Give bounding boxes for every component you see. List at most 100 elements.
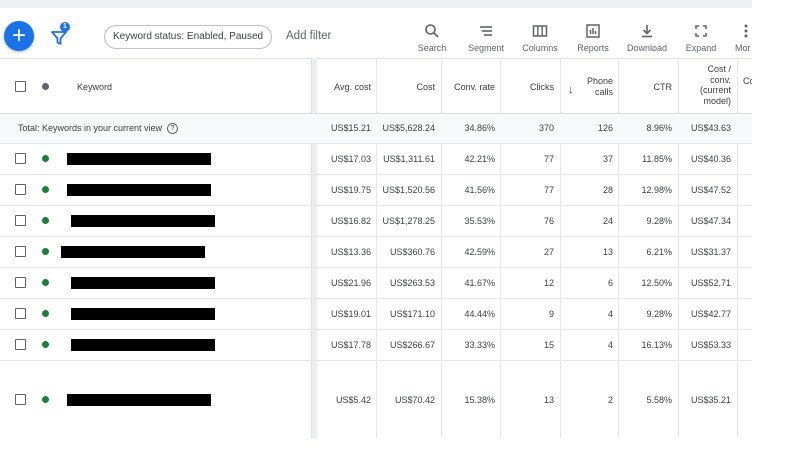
frozen-column-divider[interactable]	[311, 58, 317, 438]
keyword-status-filter-chip[interactable]: Keyword status: Enabled, Paused	[104, 25, 273, 49]
cost-conv-header-line1: Cost /	[707, 64, 731, 74]
table-row[interactable]: US$19.75 US$1,520.56 41.56% 77 28 12.98%…	[0, 175, 752, 206]
reports-icon	[586, 24, 600, 38]
ctr-cell: 9.28%	[646, 309, 672, 319]
phone-calls-cell: 4	[607, 309, 613, 319]
redacted-keyword	[67, 153, 211, 165]
expand-button[interactable]: Expand	[676, 22, 726, 53]
enabled-status-icon[interactable]	[42, 396, 49, 403]
total-conv-rate: 34.86%	[464, 123, 495, 133]
truncated-column-header[interactable]: Co	[743, 76, 752, 86]
phone-calls-column-header[interactable]: Phone calls	[580, 76, 613, 98]
row-checkbox[interactable]	[15, 339, 26, 350]
row-checkbox[interactable]	[15, 215, 26, 226]
redacted-keyword	[61, 246, 205, 258]
table-row[interactable]: US$19.01 US$171.10 44.44% 9 4 9.28% US$4…	[0, 299, 752, 330]
cost-cell: US$263.53	[389, 278, 435, 288]
ctr-cell: 11.85%	[642, 154, 672, 164]
table-row[interactable]: US$21.96 US$263.53 41.67% 12 6 12.50% US…	[0, 268, 752, 299]
conv-rate-cell: 42.59%	[464, 247, 495, 257]
row-checkbox[interactable]	[15, 394, 26, 405]
ctr-cell: 12.98%	[641, 185, 672, 195]
columns-button[interactable]: Columns	[515, 22, 565, 53]
phone-calls-cell: 13	[602, 247, 613, 257]
conv-rate-column-header[interactable]: Conv. rate	[454, 82, 495, 92]
download-label: Download	[626, 43, 668, 53]
total-ctr: 8.96%	[646, 123, 672, 133]
table-row[interactable]: US$13.36 US$360.76 42.59% 27 13 6.21% US…	[0, 237, 752, 268]
cost-per-conv-column-header[interactable]: Cost / conv. (current model)	[680, 64, 731, 106]
reports-button[interactable]: Reports	[568, 22, 618, 53]
enabled-status-icon[interactable]	[42, 341, 49, 348]
column-divider	[618, 58, 619, 438]
enabled-status-icon[interactable]	[42, 217, 49, 224]
ctr-cell: 6.21%	[646, 247, 672, 257]
redacted-keyword	[71, 308, 215, 320]
download-button[interactable]: Download	[622, 22, 672, 53]
filter-icon[interactable]	[49, 28, 69, 48]
total-label-text: Total: Keywords in your current view	[18, 123, 163, 133]
avg-cost-cell: US$17.03	[330, 154, 371, 164]
row-checkbox[interactable]	[15, 153, 26, 164]
sort-descending-icon[interactable]: ↓	[568, 84, 574, 96]
expand-label: Expand	[685, 43, 717, 53]
row-checkbox[interactable]	[15, 184, 26, 195]
search-button[interactable]: Search	[407, 22, 457, 53]
table-row[interactable]: US$5.42 US$70.42 15.38% 13 2 5.58% US$35…	[0, 361, 752, 438]
avg-cost-cell: US$5.42	[335, 395, 371, 405]
status-header-icon[interactable]	[42, 83, 49, 90]
cost-conv-header-line2: conv.	[710, 74, 731, 85]
enabled-status-icon[interactable]	[42, 186, 49, 193]
ctr-cell: 12.50%	[641, 278, 672, 288]
conv-rate-cell: 15.38%	[464, 395, 495, 405]
enabled-status-icon[interactable]	[42, 155, 49, 162]
search-icon	[425, 24, 439, 38]
row-checkbox[interactable]	[15, 308, 26, 319]
redacted-keyword	[67, 184, 211, 196]
column-divider	[560, 58, 561, 438]
keywords-table-panel: + 1 Keyword status: Enabled, Paused Add …	[0, 8, 752, 438]
add-filter-button[interactable]: Add filter	[286, 30, 332, 42]
conv-rate-cell: 33.33%	[464, 340, 495, 350]
expand-icon	[695, 25, 707, 37]
enabled-status-icon[interactable]	[42, 248, 49, 255]
table-toolbar: + 1 Keyword status: Enabled, Paused Add …	[0, 8, 752, 59]
search-label: Search	[417, 43, 447, 53]
cost-per-conv-cell: US$42.77	[690, 309, 731, 319]
columns-icon	[532, 25, 548, 37]
phone-calls-header-line1: Phone	[586, 76, 613, 86]
cost-per-conv-cell: US$47.34	[690, 216, 731, 226]
more-label: Mor	[735, 43, 751, 53]
cost-column-header[interactable]: Cost	[416, 82, 435, 92]
conv-rate-cell: 41.56%	[464, 185, 495, 195]
total-phone-calls: 126	[597, 123, 613, 133]
cost-per-conv-cell: US$35.21	[690, 395, 731, 405]
phone-calls-header-line2: calls	[594, 87, 613, 97]
add-keyword-button[interactable]: +	[4, 21, 34, 51]
ctr-column-header[interactable]: CTR	[653, 82, 673, 92]
column-divider	[376, 58, 377, 438]
row-checkbox[interactable]	[15, 246, 26, 257]
select-all-checkbox[interactable]	[15, 81, 26, 92]
table-row[interactable]: US$17.03 US$1,311.61 42.21% 77 37 11.85%…	[0, 144, 752, 175]
redacted-keyword	[71, 215, 215, 227]
segment-button[interactable]: Segment	[461, 22, 511, 53]
redacted-keyword	[67, 394, 211, 406]
help-icon[interactable]: ?	[167, 123, 179, 135]
phone-calls-cell: 4	[607, 340, 613, 350]
clicks-cell: 9	[548, 309, 554, 319]
table-row[interactable]: US$17.78 US$266.67 33.33% 15 4 16.13% US…	[0, 330, 752, 361]
enabled-status-icon[interactable]	[42, 279, 49, 286]
avg-cost-column-header[interactable]: Avg. cost	[334, 82, 371, 92]
clicks-column-header[interactable]: Clicks	[530, 82, 554, 92]
more-button[interactable]: Mor	[721, 22, 752, 53]
phone-calls-cell: 6	[607, 278, 613, 288]
cost-cell: US$266.67	[389, 340, 435, 350]
clicks-cell: 15	[543, 340, 554, 350]
keyword-column-header[interactable]: Keyword	[77, 82, 113, 92]
row-checkbox[interactable]	[15, 277, 26, 288]
table-row[interactable]: US$16.82 US$1,278.25 35.53% 76 24 9.28% …	[0, 206, 752, 237]
enabled-status-icon[interactable]	[42, 310, 49, 317]
cost-conv-header-line3: (current	[699, 85, 731, 95]
more-icon	[744, 24, 748, 38]
